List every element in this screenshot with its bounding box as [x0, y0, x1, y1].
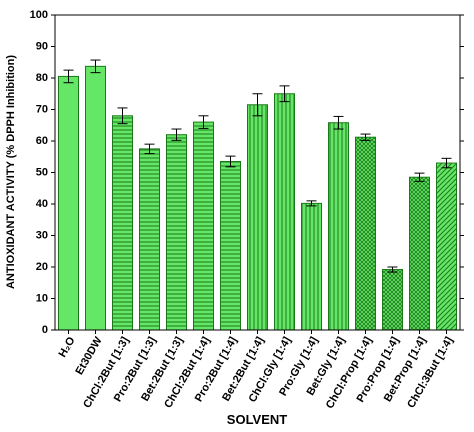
bar — [112, 115, 133, 331]
y-tick-label: 30 — [36, 229, 48, 241]
y-axis-label: ANTIOXIDANT ACTIVITY (% DPPH Inhibition) — [5, 55, 17, 289]
bar — [382, 269, 403, 331]
y-tick-label: 10 — [36, 292, 48, 304]
bar — [58, 75, 79, 331]
bar — [409, 176, 430, 331]
x-tick-label: H₂O — [57, 335, 78, 360]
bar — [247, 104, 268, 331]
bar — [355, 136, 376, 331]
bar — [166, 134, 187, 331]
bar — [193, 121, 214, 331]
bar — [85, 65, 106, 331]
y-tick-label: 60 — [36, 135, 48, 147]
y-tick-label: 70 — [36, 103, 48, 115]
y-tick-label: 90 — [36, 40, 48, 52]
y-tick-label: 0 — [42, 324, 48, 336]
bar — [220, 160, 241, 331]
bar — [301, 202, 322, 331]
x-axis-label: SOLVENT — [227, 412, 287, 427]
bar — [139, 148, 160, 331]
bar — [436, 162, 457, 331]
y-tick-label: 40 — [36, 198, 48, 210]
bar — [274, 93, 295, 331]
y-tick-label: 20 — [36, 261, 48, 273]
plot-frame — [54, 14, 461, 331]
y-tick-label: 80 — [36, 72, 48, 84]
y-tick-label: 50 — [36, 166, 48, 178]
bar — [328, 122, 349, 331]
y-tick-label: 100 — [30, 9, 48, 21]
